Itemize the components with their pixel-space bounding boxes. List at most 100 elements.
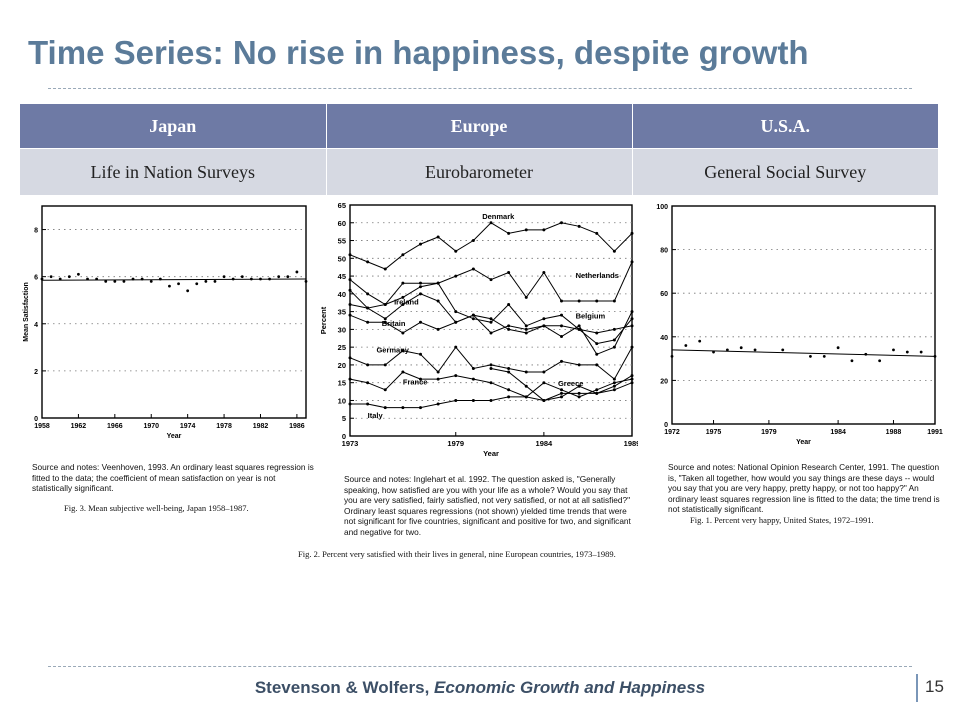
data-point [739, 346, 743, 350]
series-point-italy [436, 402, 440, 406]
data-point [684, 344, 688, 347]
series-point-netherlands [471, 267, 475, 271]
data-point [753, 348, 757, 352]
x-axis-label: Year [796, 439, 811, 446]
header-usa: U.S.A. [632, 104, 938, 149]
source-table: Japan Europe U.S.A. Life in Nation Surve… [20, 104, 938, 195]
y-tick-label: 15 [338, 379, 346, 388]
japan-chart: 0 2 4 6 8 1958 1962 1966 1970 1974 1978 1982 1986 Yea… [23, 205, 308, 440]
series-point-germany [560, 359, 563, 363]
series-point-netherlands [401, 281, 405, 285]
series-point-greece [507, 370, 511, 374]
series-point-italy [577, 384, 581, 388]
europe-chart: 0 5 10 15 20 25 30 35 40 45 50 55 60 65 1973 1979 1984 19… [319, 201, 638, 458]
header-japan: Japan [20, 104, 327, 149]
data-point [892, 348, 895, 352]
series-point-ireland [348, 288, 352, 292]
series-point-belgium [612, 327, 616, 331]
footer-divider [48, 666, 912, 667]
y-axis-label: Mean Satisfaction [23, 282, 30, 342]
series-point-greece [524, 384, 528, 388]
series-point-france [383, 388, 387, 392]
data-point [58, 277, 62, 281]
data-point [222, 275, 226, 279]
trend-line [671, 349, 936, 357]
series-point-netherlands [419, 281, 422, 285]
series-point-ireland [595, 342, 599, 346]
plot-frame [41, 205, 307, 419]
data-point [240, 275, 244, 279]
series-point-netherlands [577, 299, 581, 303]
trend-line [41, 278, 307, 281]
data-point [864, 352, 868, 356]
series-point-ireland [560, 313, 563, 317]
data-point [158, 277, 162, 281]
data-point [268, 277, 271, 281]
y-axis-label: Percent [319, 306, 328, 334]
series-point-italy [348, 402, 352, 406]
series-point-greece [612, 388, 616, 392]
slide-title: Time Series: No rise in happiness, despi… [28, 34, 809, 71]
series-point-germany [436, 370, 440, 374]
series-label-italy: Italy [368, 411, 384, 420]
series-point-italy [560, 395, 563, 399]
series-point-denmark [542, 228, 546, 232]
series-point-ireland [401, 295, 405, 299]
series-label-france: France [403, 377, 428, 386]
series-point-netherlands [560, 299, 563, 303]
series-point-britain [630, 310, 634, 314]
series-point-germany [507, 366, 511, 370]
data-point [213, 279, 217, 283]
series-point-britain [595, 352, 599, 356]
y-tick-label: 55 [338, 237, 346, 246]
data-point [77, 272, 80, 276]
plot-frame [349, 204, 633, 437]
series-point-italy [630, 374, 634, 378]
series-point-britain [436, 327, 440, 331]
data-point [177, 282, 180, 286]
series-point-italy [595, 391, 599, 395]
series-point-france [419, 377, 422, 381]
x-axis-label: Year [483, 449, 499, 458]
series-point-britain [348, 313, 352, 317]
y-tick-label: 65 [338, 201, 346, 210]
series-point-netherlands [348, 278, 352, 282]
x-tick-label: 1958 [34, 423, 50, 430]
series-point-france [436, 377, 440, 381]
source-europe: Eurobarometer [326, 148, 633, 195]
data-point [122, 279, 126, 283]
japan-caption: Fig. 3. Mean subjective well-being, Japa… [64, 503, 249, 513]
series-point-france [630, 377, 634, 381]
series-point-netherlands [507, 271, 511, 275]
series-label-greece: Greece [558, 379, 583, 388]
series-point-greece [577, 391, 581, 395]
series-point-ireland [471, 317, 475, 321]
series-point-germany [489, 363, 493, 367]
y-tick-label: 0 [664, 422, 668, 429]
y-tick-label: 40 [660, 335, 668, 342]
series-point-britain [542, 324, 546, 328]
data-point [304, 279, 308, 283]
y-tick-label: 35 [338, 308, 346, 317]
data-point [822, 355, 826, 358]
usa-note: Source and notes: National Opinion Resea… [668, 462, 940, 515]
data-point [933, 355, 937, 358]
x-tick-label: 1984 [536, 439, 554, 448]
series-point-belgium [419, 292, 422, 296]
data-point [131, 277, 135, 281]
footer-citation: Stevenson & Wolfers, Economic Growth and… [0, 678, 960, 698]
usa-caption: Fig. 1. Percent very happy, United State… [690, 515, 874, 525]
series-point-ireland [489, 320, 493, 324]
data-point [878, 359, 882, 363]
series-point-britain [560, 334, 563, 338]
series-point-germany [630, 345, 634, 349]
series-point-italy [454, 398, 458, 402]
data-point [836, 346, 840, 350]
series-point-ireland [612, 338, 616, 342]
series-point-france [560, 388, 563, 392]
series-point-belgium [366, 306, 370, 310]
x-tick-label: 1986 [289, 423, 305, 430]
series-point-belgium [436, 299, 440, 303]
data-point [249, 277, 253, 281]
y-tick-label: 30 [338, 325, 346, 334]
